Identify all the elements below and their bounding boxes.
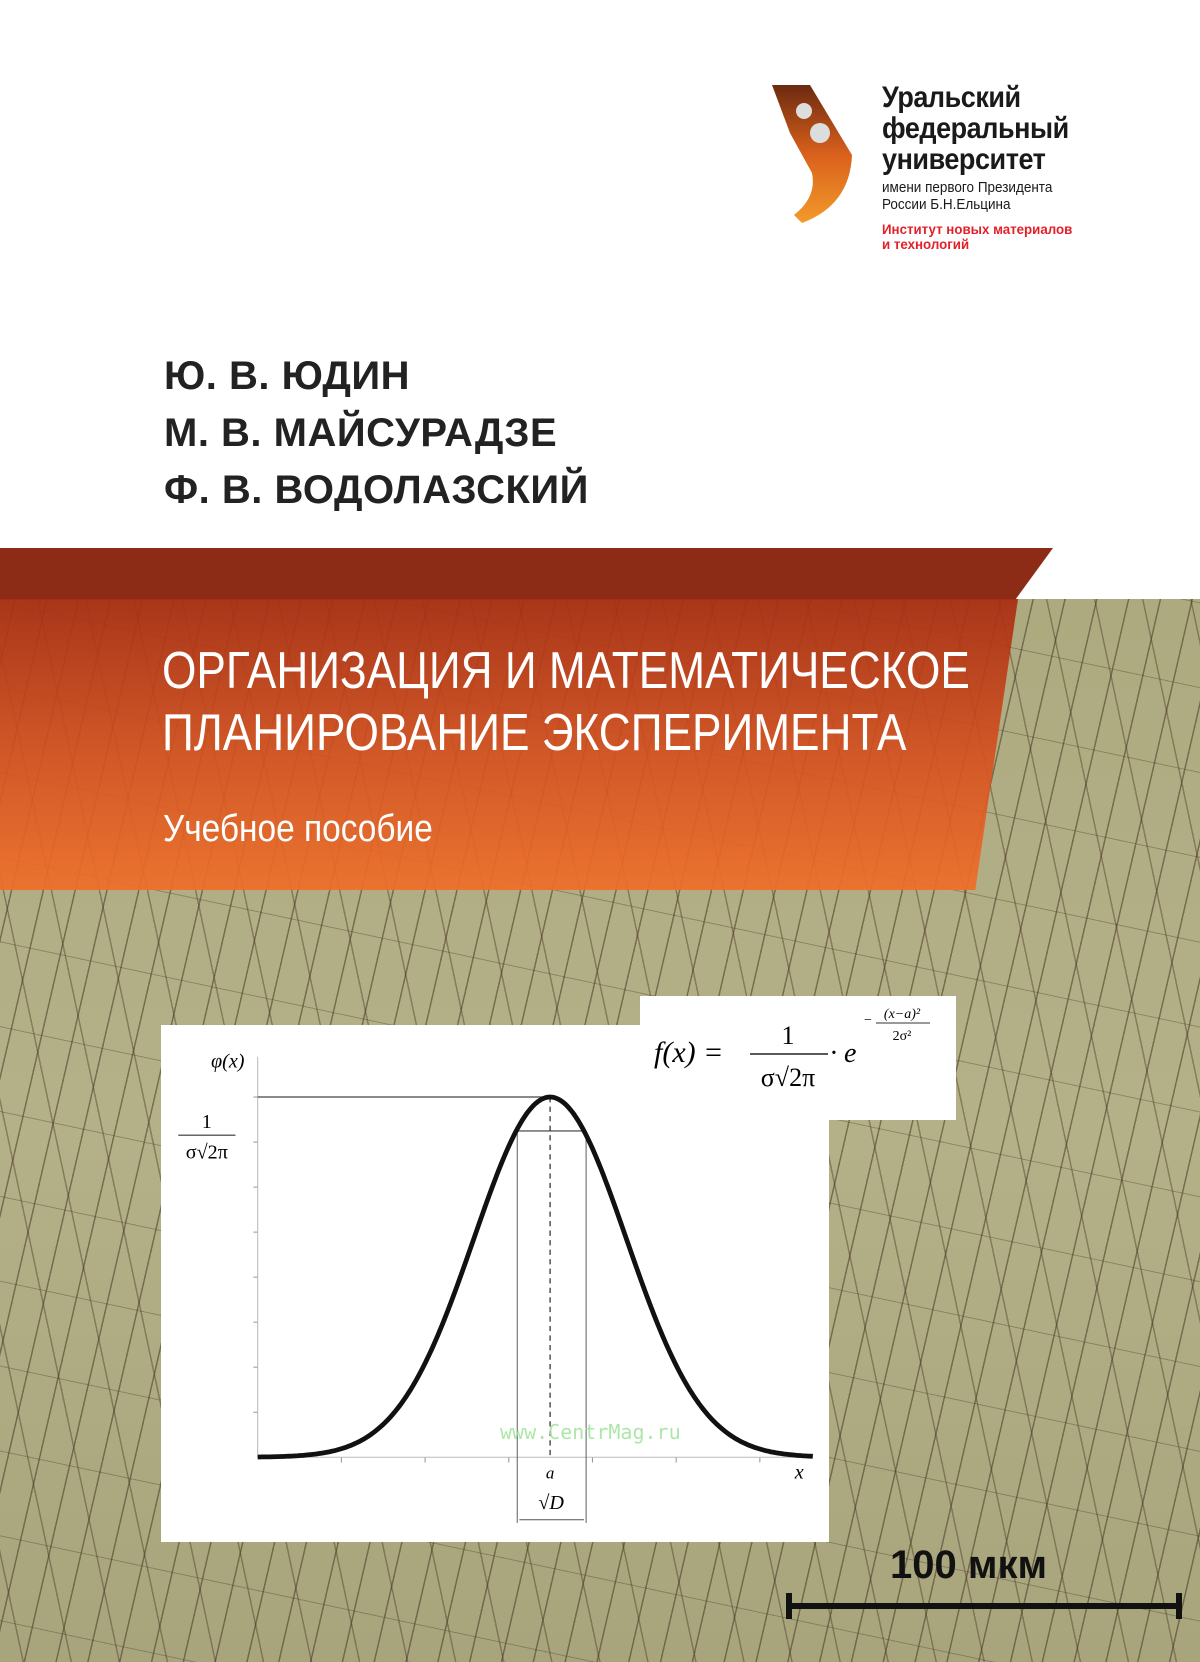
y-tick-label-numerator: 1 <box>202 1111 212 1133</box>
x-tick-label-a: a <box>546 1463 554 1482</box>
scale-bar-label: 100 мкм <box>890 1543 1048 1587</box>
scale-bar <box>786 1593 1182 1619</box>
book-subtitle: Учебное пособие <box>163 808 433 850</box>
university-name-line: федеральный <box>882 112 1069 145</box>
institute-line: и технологий <box>882 236 970 252</box>
title-band-orange <box>0 599 1018 890</box>
author: М. В. МАЙСУРАДЗЕ <box>164 411 558 455</box>
university-name-line: Уральский <box>882 81 1021 114</box>
title-line: ПЛАНИРОВАНИЕ ЭКСПЕРИМЕНТА <box>162 704 907 762</box>
university-name-line: университет <box>882 143 1046 176</box>
density-curve <box>257 1094 813 1460</box>
formula-numerator: 1 <box>782 1021 795 1050</box>
author: Ф. В. ВОДОЛАЗСКИЙ <box>164 468 589 512</box>
formula-exp-denominator: 2σ² <box>893 1029 912 1044</box>
authors: Ю. В. ЮДИН М. В. МАЙСУРАДЗЕ Ф. В. ВОДОЛА… <box>164 348 589 519</box>
university-name: Уральский федеральный университет имени … <box>882 82 1089 252</box>
title-line: ОРГАНИЗАЦИЯ И МАТЕМАТИЧЕСКОЕ <box>162 642 970 700</box>
author: Ю. В. ЮДИН <box>164 354 410 398</box>
formula-exp-numerator: (x−a)² <box>884 1007 921 1022</box>
institute-line: Институт новых материалов <box>882 221 1073 237</box>
university-logo-icon <box>772 85 852 223</box>
y-axis-label: φ(x) <box>211 1050 245 1072</box>
dedication-line: имени первого Президента <box>882 179 1053 196</box>
sqrt-d-label: √D <box>538 1492 564 1514</box>
x-axis-label: x <box>794 1461 804 1483</box>
chart-svg: φ(x) 1 σ√2π a x √D <box>178 1050 813 1523</box>
title-band-dark <box>0 548 1053 600</box>
book-title: ОРГАНИЗАЦИЯ И МАТЕМАТИЧЕСКОЕ ПЛАНИРОВАНИ… <box>162 640 970 764</box>
normal-density-formula: f(x) = 1 σ√2π · e − (x−a)² 2σ² <box>654 1007 930 1092</box>
formula-lhs: f(x) = <box>654 1036 723 1069</box>
dedication-line: России Б.Н.Ельцина <box>882 196 1011 213</box>
formula-box: f(x) = 1 σ√2π · e − (x−a)² 2σ² <box>640 996 956 1120</box>
formula-denominator: σ√2π <box>761 1063 815 1092</box>
formula-exp-sign: − <box>864 1013 872 1028</box>
y-tick-label-denominator: σ√2π <box>186 1141 228 1163</box>
watermark: www.CentrMag.ru <box>500 1420 681 1444</box>
formula-exp-base: · e <box>830 1038 856 1069</box>
